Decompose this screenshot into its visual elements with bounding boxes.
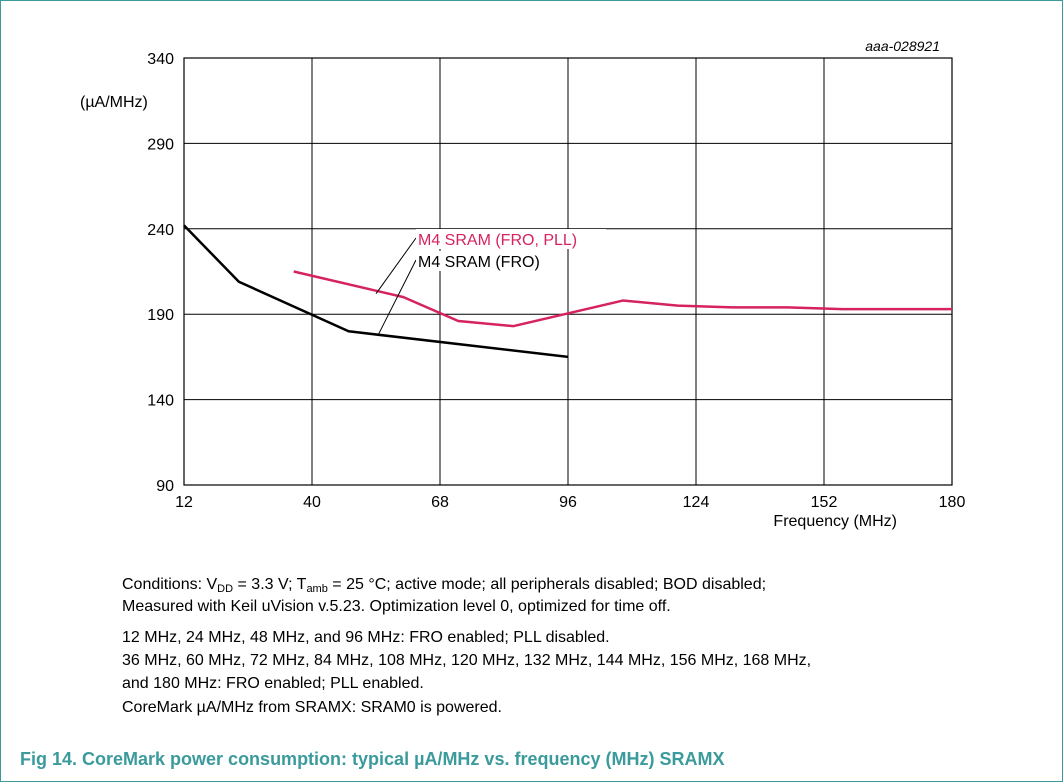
legend-label-background [416,229,606,249]
x-tick-label: 152 [811,494,838,511]
measurement-note: Measured with Keil uVision v.5.23. Optim… [122,598,671,615]
y-tick-label: 240 [147,222,174,239]
conditions-mid: = 3.3 V; T [233,576,307,593]
y-tick-label: 340 [147,51,174,68]
legend-label-background [416,251,558,271]
x-tick-label: 68 [431,494,449,511]
y-tick-label: 290 [147,136,174,153]
sram-note: CoreMark µA/MHz from SRAMX: SRAM0 is pow… [122,699,502,716]
legend-leader-line [377,259,417,335]
series-fro-line [183,224,569,359]
figure-id: aaa-028921 [865,38,940,54]
legend-leaders [375,237,417,335]
legend-labels: M4 SRAM (FRO, PLL) M4 SRAM (FRO) [416,229,606,271]
conditions-note: Conditions: VDD = 3.3 V; Tamb = 25 °C; a… [122,574,766,595]
y-tick-label: 190 [147,307,174,324]
x-tick-label: 12 [175,494,193,511]
series-lines [183,224,952,359]
y-tick-label: 90 [156,478,174,495]
legend-label-fro-pll: M4 SRAM (FRO, PLL) [418,232,577,249]
x-tick-label: 96 [559,494,577,511]
legend-label-fro: M4 SRAM (FRO) [418,254,540,271]
y-tick-label: 140 [147,393,174,410]
vdd-subscript: DD [217,583,234,595]
series-fro-pll-line [293,270,952,328]
x-axis-label: Frequency (MHz) [773,513,897,530]
legend-leader-line [375,237,417,294]
pll-note-line1: 36 MHz, 60 MHz, 72 MHz, 84 MHz, 108 MHz,… [122,652,812,669]
y-axis-label: (µA/MHz) [80,94,148,111]
fro-note: 12 MHz, 24 MHz, 48 MHz, and 96 MHz: FRO … [122,629,610,646]
tamb-subscript: amb [306,583,328,595]
conditions-suffix: = 25 °C; active mode; all peripherals di… [327,576,767,593]
y-tick-labels: 90 140 190 240 290 340 [147,51,174,495]
conditions-prefix: Conditions: V [122,576,218,593]
x-tick-label: 180 [939,494,966,511]
pll-note-line2: and 180 MHz: FRO enabled; PLL enabled. [122,675,424,692]
power-chart: 90 140 190 240 290 340 12 40 68 96 124 152 180 (µA/… [80,38,965,530]
figure-caption: Fig 14. CoreMark power consumption: typi… [20,749,725,769]
x-tick-label: 40 [303,494,321,511]
plot-border [183,57,953,486]
x-tick-labels: 12 40 68 96 124 152 180 [175,494,965,511]
x-tick-label: 124 [683,494,710,511]
